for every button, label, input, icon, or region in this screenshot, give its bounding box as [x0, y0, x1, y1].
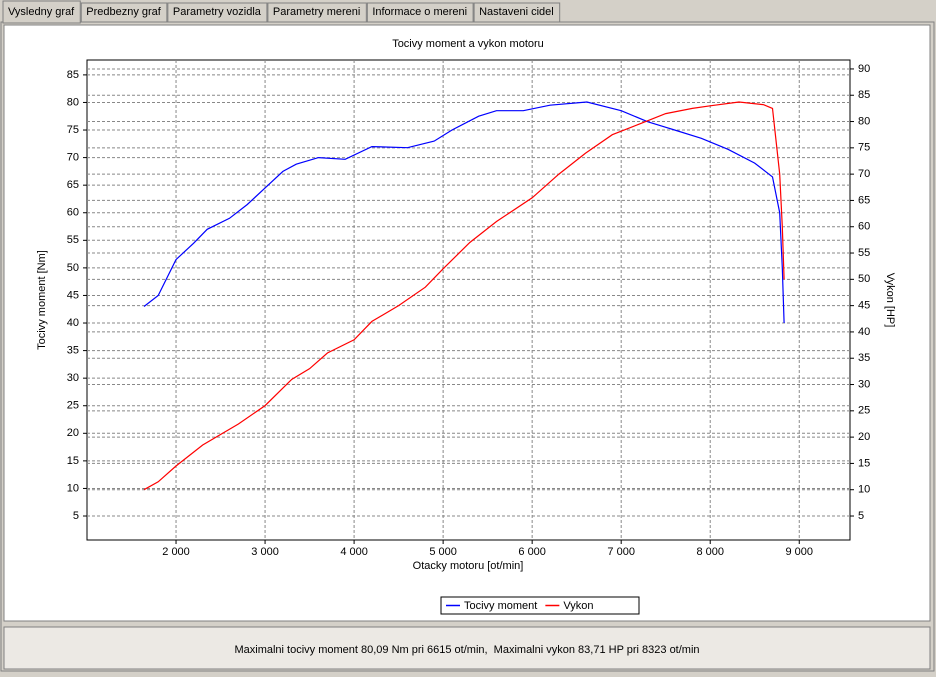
y-tick-label: 80 — [67, 96, 79, 108]
legend-label: Tocivy moment — [464, 600, 537, 612]
y2-tick-label: 70 — [858, 168, 870, 180]
y2-tick-label: 55 — [858, 247, 870, 259]
y2-tick-label: 65 — [858, 194, 870, 206]
y-tick-label: 85 — [67, 69, 79, 81]
y2-tick-label: 15 — [858, 457, 870, 469]
y-tick-label: 45 — [67, 289, 79, 301]
y2-tick-label: 40 — [858, 326, 870, 338]
x-tick-label: 7 000 — [607, 546, 635, 558]
y-tick-label: 35 — [67, 344, 79, 356]
series-line — [143, 101, 785, 491]
footer-box — [3, 626, 931, 670]
y2-axis-label: Vykon [HP] — [884, 273, 896, 328]
y-tick-label: 25 — [67, 400, 79, 412]
y2-tick-label: 20 — [858, 431, 870, 443]
y-axis-label: Tocivy moment [Nm] — [36, 250, 48, 350]
y2-tick-label: 5 — [858, 510, 864, 522]
tab[interactable] — [473, 2, 561, 23]
y-tick-label: 30 — [67, 372, 79, 384]
y-tick-label: 60 — [67, 207, 79, 219]
y2-tick-label: 80 — [858, 115, 870, 127]
y2-tick-label: 90 — [858, 63, 870, 75]
x-tick-label: 6 000 — [518, 546, 546, 558]
tab[interactable] — [366, 2, 474, 23]
tab[interactable] — [2, 0, 81, 24]
y2-tick-label: 85 — [858, 89, 870, 101]
tab-label[interactable]: Parametry mereni — [273, 6, 360, 18]
tab[interactable] — [267, 2, 367, 23]
x-tick-label: 2 000 — [162, 546, 190, 558]
y-tick-label: 20 — [67, 427, 79, 439]
y-tick-label: 70 — [67, 152, 79, 164]
tab[interactable] — [80, 2, 168, 23]
y-tick-label: 50 — [67, 262, 79, 274]
y-tick-label: 75 — [67, 124, 79, 136]
footer-text: Maximalni tocivy moment 80,09 Nm pri 661… — [234, 644, 699, 656]
x-axis-label: Otacky motoru [ot/min] — [413, 560, 524, 572]
legend-label: Vykon — [563, 600, 593, 612]
tab-label[interactable]: Predbezny graf — [86, 6, 162, 18]
tab-label[interactable]: Parametry vozidla — [173, 6, 262, 18]
y2-tick-label: 75 — [858, 142, 870, 154]
tab-label[interactable]: Nastaveni cidel — [479, 6, 554, 18]
y2-tick-label: 10 — [858, 484, 870, 496]
y-tick-label: 5 — [73, 510, 79, 522]
tab-label[interactable]: Vysledny graf — [8, 6, 75, 18]
y2-tick-label: 60 — [858, 221, 870, 233]
series-line — [143, 101, 785, 324]
y-tick-label: 10 — [67, 482, 79, 494]
x-tick-label: 3 000 — [251, 546, 279, 558]
y2-tick-label: 25 — [858, 405, 870, 417]
y2-tick-label: 50 — [858, 273, 870, 285]
y2-tick-label: 30 — [858, 378, 870, 390]
tab[interactable] — [167, 2, 268, 23]
legend — [440, 596, 640, 615]
y-tick-label: 65 — [67, 179, 79, 191]
y-tick-label: 40 — [67, 317, 79, 329]
chart-title: Tocivy moment a vykon motoru — [392, 38, 544, 50]
x-tick-label: 5 000 — [429, 546, 457, 558]
x-tick-label: 4 000 — [340, 546, 368, 558]
x-tick-label: 9 000 — [785, 546, 813, 558]
plot-area — [86, 59, 851, 541]
x-tick-label: 8 000 — [696, 546, 724, 558]
y-tick-label: 15 — [67, 455, 79, 467]
y-tick-label: 55 — [67, 234, 79, 246]
y2-tick-label: 35 — [858, 352, 870, 364]
tab-label[interactable]: Informace o mereni — [372, 6, 467, 18]
y2-tick-label: 45 — [858, 300, 870, 312]
